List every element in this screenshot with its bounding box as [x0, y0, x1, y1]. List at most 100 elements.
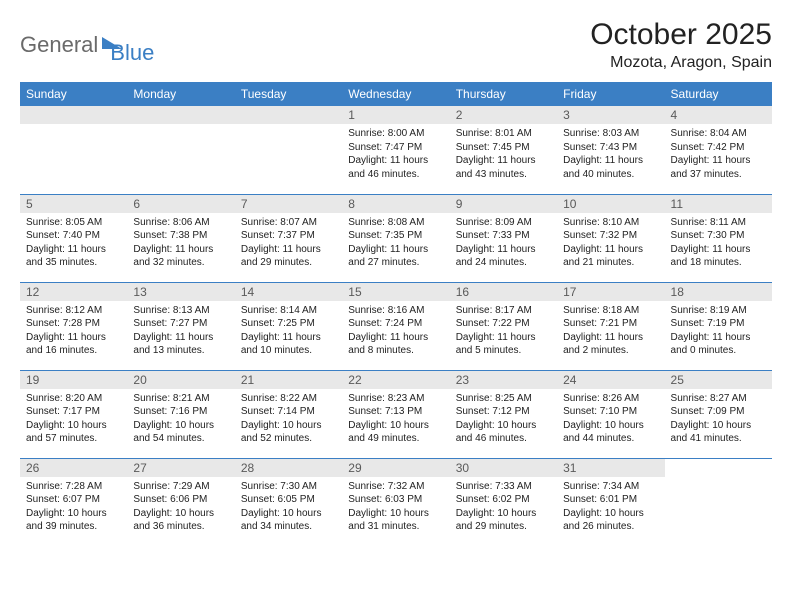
logo-text-blue: Blue [110, 40, 154, 66]
day-data: Sunrise: 8:11 AMSunset: 7:30 PMDaylight:… [665, 213, 772, 274]
daylight-line-2: and 16 minutes. [26, 344, 121, 358]
day-number: 31 [557, 459, 664, 477]
sunset-line: Sunset: 7:28 PM [26, 317, 121, 331]
daylight-line-1: Daylight: 10 hours [563, 507, 658, 521]
calendar-cell: 27Sunrise: 7:29 AMSunset: 6:06 PMDayligh… [127, 458, 234, 546]
sunrise-line: Sunrise: 7:28 AM [26, 480, 121, 494]
sunrise-line: Sunrise: 8:07 AM [241, 216, 336, 230]
calendar-cell: 9Sunrise: 8:09 AMSunset: 7:33 PMDaylight… [450, 194, 557, 282]
day-data: Sunrise: 8:04 AMSunset: 7:42 PMDaylight:… [665, 124, 772, 185]
sunrise-line: Sunrise: 8:18 AM [563, 304, 658, 318]
sunset-line: Sunset: 7:40 PM [26, 229, 121, 243]
calendar-cell: 15Sunrise: 8:16 AMSunset: 7:24 PMDayligh… [342, 282, 449, 370]
daylight-line-1: Daylight: 11 hours [348, 331, 443, 345]
month-title: October 2025 [590, 18, 772, 52]
daylight-line-1: Daylight: 11 hours [241, 243, 336, 257]
sunrise-line: Sunrise: 8:16 AM [348, 304, 443, 318]
day-number: 25 [665, 371, 772, 389]
sunrise-line: Sunrise: 8:25 AM [456, 392, 551, 406]
daylight-line-1: Daylight: 11 hours [456, 243, 551, 257]
day-data: Sunrise: 7:30 AMSunset: 6:05 PMDaylight:… [235, 477, 342, 538]
sunrise-line: Sunrise: 8:12 AM [26, 304, 121, 318]
logo: General Blue [20, 18, 154, 66]
daylight-line-1: Daylight: 11 hours [563, 154, 658, 168]
calendar-body: 1Sunrise: 8:00 AMSunset: 7:47 PMDaylight… [20, 106, 772, 546]
day-data: Sunrise: 8:20 AMSunset: 7:17 PMDaylight:… [20, 389, 127, 450]
daylight-line-1: Daylight: 10 hours [348, 419, 443, 433]
title-block: October 2025 Mozota, Aragon, Spain [590, 18, 772, 72]
daylight-line-1: Daylight: 10 hours [241, 507, 336, 521]
daylight-line-2: and 5 minutes. [456, 344, 551, 358]
daylight-line-1: Daylight: 11 hours [456, 331, 551, 345]
sunrise-line: Sunrise: 8:05 AM [26, 216, 121, 230]
sunrise-line: Sunrise: 8:09 AM [456, 216, 551, 230]
day-data: Sunrise: 8:09 AMSunset: 7:33 PMDaylight:… [450, 213, 557, 274]
sunrise-line: Sunrise: 8:17 AM [456, 304, 551, 318]
calendar-cell: 14Sunrise: 8:14 AMSunset: 7:25 PMDayligh… [235, 282, 342, 370]
day-number: 20 [127, 371, 234, 389]
daylight-line-1: Daylight: 11 hours [26, 331, 121, 345]
sunset-line: Sunset: 7:22 PM [456, 317, 551, 331]
day-number: 11 [665, 195, 772, 213]
day-data: Sunrise: 8:03 AMSunset: 7:43 PMDaylight:… [557, 124, 664, 185]
day-data: Sunrise: 8:06 AMSunset: 7:38 PMDaylight:… [127, 213, 234, 274]
day-number: 2 [450, 106, 557, 124]
sunrise-line: Sunrise: 8:13 AM [133, 304, 228, 318]
daylight-line-1: Daylight: 10 hours [26, 419, 121, 433]
weekday-header: Wednesday [342, 82, 449, 106]
daylight-line-1: Daylight: 11 hours [563, 331, 658, 345]
day-number: 29 [342, 459, 449, 477]
day-number: 30 [450, 459, 557, 477]
day-data: Sunrise: 8:19 AMSunset: 7:19 PMDaylight:… [665, 301, 772, 362]
daylight-line-1: Daylight: 10 hours [133, 419, 228, 433]
day-data: Sunrise: 7:33 AMSunset: 6:02 PMDaylight:… [450, 477, 557, 538]
day-data: Sunrise: 8:25 AMSunset: 7:12 PMDaylight:… [450, 389, 557, 450]
weekday-header: Thursday [450, 82, 557, 106]
sunrise-line: Sunrise: 8:06 AM [133, 216, 228, 230]
weekday-header: Sunday [20, 82, 127, 106]
sunset-line: Sunset: 7:12 PM [456, 405, 551, 419]
day-number: 14 [235, 283, 342, 301]
weekday-header: Tuesday [235, 82, 342, 106]
daylight-line-2: and 44 minutes. [563, 432, 658, 446]
location: Mozota, Aragon, Spain [590, 54, 772, 72]
calendar-cell: 22Sunrise: 8:23 AMSunset: 7:13 PMDayligh… [342, 370, 449, 458]
daylight-line-2: and 27 minutes. [348, 256, 443, 270]
sunrise-line: Sunrise: 7:32 AM [348, 480, 443, 494]
calendar-cell: 6Sunrise: 8:06 AMSunset: 7:38 PMDaylight… [127, 194, 234, 282]
daylight-line-2: and 2 minutes. [563, 344, 658, 358]
daylight-line-1: Daylight: 10 hours [133, 507, 228, 521]
daylight-line-2: and 57 minutes. [26, 432, 121, 446]
daylight-line-1: Daylight: 10 hours [563, 419, 658, 433]
daylight-line-1: Daylight: 11 hours [671, 331, 766, 345]
sunrise-line: Sunrise: 8:03 AM [563, 127, 658, 141]
day-data: Sunrise: 8:01 AMSunset: 7:45 PMDaylight:… [450, 124, 557, 185]
calendar-cell [235, 106, 342, 194]
sunrise-line: Sunrise: 8:27 AM [671, 392, 766, 406]
day-data: Sunrise: 8:12 AMSunset: 7:28 PMDaylight:… [20, 301, 127, 362]
daylight-line-2: and 29 minutes. [456, 520, 551, 534]
day-number: 15 [342, 283, 449, 301]
daylight-line-2: and 10 minutes. [241, 344, 336, 358]
daylight-line-1: Daylight: 10 hours [456, 507, 551, 521]
daylight-line-2: and 24 minutes. [456, 256, 551, 270]
day-data: Sunrise: 8:21 AMSunset: 7:16 PMDaylight:… [127, 389, 234, 450]
calendar-cell: 5Sunrise: 8:05 AMSunset: 7:40 PMDaylight… [20, 194, 127, 282]
day-data: Sunrise: 8:18 AMSunset: 7:21 PMDaylight:… [557, 301, 664, 362]
calendar-cell: 11Sunrise: 8:11 AMSunset: 7:30 PMDayligh… [665, 194, 772, 282]
calendar-cell: 7Sunrise: 8:07 AMSunset: 7:37 PMDaylight… [235, 194, 342, 282]
header: General Blue October 2025 Mozota, Aragon… [20, 18, 772, 72]
sunset-line: Sunset: 7:42 PM [671, 141, 766, 155]
calendar-cell [127, 106, 234, 194]
sunset-line: Sunset: 7:14 PM [241, 405, 336, 419]
sunset-line: Sunset: 7:09 PM [671, 405, 766, 419]
daylight-line-2: and 52 minutes. [241, 432, 336, 446]
sunset-line: Sunset: 7:45 PM [456, 141, 551, 155]
day-number: 12 [20, 283, 127, 301]
daylight-line-2: and 34 minutes. [241, 520, 336, 534]
calendar-row: 1Sunrise: 8:00 AMSunset: 7:47 PMDaylight… [20, 106, 772, 194]
daylight-line-2: and 54 minutes. [133, 432, 228, 446]
day-number: 26 [20, 459, 127, 477]
day-data: Sunrise: 7:34 AMSunset: 6:01 PMDaylight:… [557, 477, 664, 538]
day-number: 6 [127, 195, 234, 213]
